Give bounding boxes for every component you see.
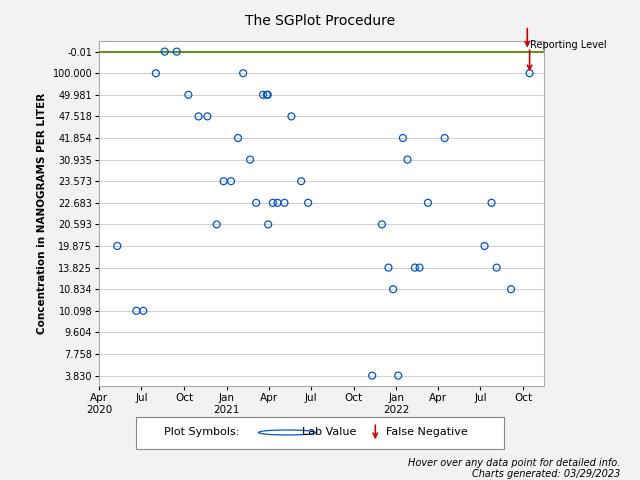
Point — [279, 199, 289, 206]
Point — [268, 199, 278, 206]
Point — [131, 307, 141, 315]
Point — [388, 285, 398, 293]
Point — [193, 112, 204, 120]
Point — [415, 264, 425, 272]
Point — [393, 372, 403, 379]
Point — [367, 372, 378, 379]
Point — [263, 220, 273, 228]
Point — [245, 156, 255, 163]
Point — [183, 91, 193, 98]
Point — [423, 199, 433, 206]
X-axis label: Analysis Date: Analysis Date — [274, 420, 369, 433]
Text: Reporting Level: Reporting Level — [530, 40, 607, 50]
Point — [397, 134, 408, 142]
Point — [506, 285, 516, 293]
Point — [286, 112, 296, 120]
Point — [202, 112, 212, 120]
Point — [159, 48, 170, 56]
Point — [218, 177, 228, 185]
Point — [273, 199, 283, 206]
Point — [212, 220, 222, 228]
Point — [403, 156, 413, 163]
Point — [479, 242, 490, 250]
Text: Hover over any data point for detailed info.: Hover over any data point for detailed i… — [408, 458, 621, 468]
Point — [151, 69, 161, 77]
Point — [377, 220, 387, 228]
Point — [262, 91, 273, 98]
Point — [251, 199, 261, 206]
Text: Lab Value: Lab Value — [301, 428, 356, 437]
Point — [138, 307, 148, 315]
Point — [410, 264, 420, 272]
Point — [492, 264, 502, 272]
Point — [440, 134, 450, 142]
Point — [303, 199, 313, 206]
Y-axis label: Concentration in NANOGRAMS PER LITER: Concentration in NANOGRAMS PER LITER — [37, 93, 47, 334]
Text: The SGPlot Procedure: The SGPlot Procedure — [245, 14, 395, 28]
Point — [525, 69, 535, 77]
Point — [226, 177, 236, 185]
Point — [486, 199, 497, 206]
Point — [233, 134, 243, 142]
Text: Charts generated: 03/29/2023: Charts generated: 03/29/2023 — [472, 469, 621, 480]
Point — [238, 69, 248, 77]
Point — [258, 91, 268, 98]
Point — [383, 264, 394, 272]
Point — [172, 48, 182, 56]
Point — [296, 177, 307, 185]
Text: False Negative: False Negative — [385, 428, 467, 437]
Point — [112, 242, 122, 250]
Point — [262, 91, 272, 98]
Text: Plot Symbols:: Plot Symbols: — [164, 428, 240, 437]
